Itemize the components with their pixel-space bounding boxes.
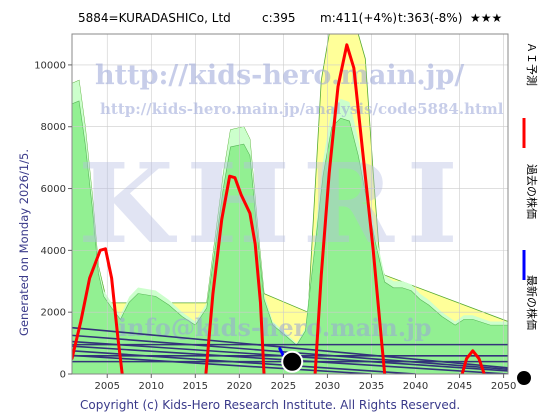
generated-date-label: Generated on Monday 2026/1/5. — [17, 149, 31, 336]
ai-forecast-line — [72, 247, 124, 374]
latest-price-point — [281, 350, 304, 373]
ai-forecast-line — [313, 43, 387, 374]
trend-line — [72, 354, 372, 374]
plot-border — [71, 33, 509, 375]
legend-item: ＡＩ予測 — [522, 42, 539, 148]
green-band — [72, 100, 508, 374]
band-layer — [72, 34, 508, 374]
legend-label: 過去の株価 — [525, 164, 539, 219]
x-tick-label: 2020 — [227, 381, 252, 392]
x-tick-label: 2010 — [139, 381, 164, 392]
grid-layer — [72, 34, 508, 374]
y-tick-label: 6000 — [41, 184, 66, 195]
legend-label: 最新の株価 — [525, 275, 539, 330]
x-tick-label: 2045 — [447, 381, 472, 392]
y-tick-label: 4000 — [41, 246, 66, 257]
x-tick-label: 2040 — [403, 381, 428, 392]
legend-item: 最新の株価 — [517, 275, 539, 385]
watermark-url-page: http://kids-hero.main.jp/analysis/code58… — [100, 100, 504, 118]
chart-title: 5884=KURADASHICo, Ltd — [78, 11, 231, 25]
copyright-footer: Copyright (c) Kids-Hero Research Institu… — [80, 398, 460, 412]
x-tick-label: 2015 — [183, 381, 208, 392]
x-tick-label: 2030 — [315, 381, 340, 392]
mid-price-label: m:411(+4%) — [320, 11, 397, 25]
y-tick-label: 10000 — [34, 60, 66, 71]
x-tick-label: 2050 — [491, 381, 516, 392]
y-tick-label: 8000 — [41, 122, 66, 133]
legend-item: 過去の株価 — [522, 164, 539, 280]
watermark-layer: http://kids-hero.main.jp/ http://kids-he… — [78, 60, 504, 342]
ai-forecast-line — [204, 174, 266, 374]
x-tick-label: 2035 — [359, 381, 384, 392]
legend-swatch — [517, 371, 531, 385]
rating-stars: ★★★ — [470, 11, 502, 25]
y-tick-label: 2000 — [41, 308, 66, 319]
legend-label: ＡＩ予測 — [525, 42, 539, 86]
ai-forecast-line — [460, 349, 486, 374]
x-tick-label: 2025 — [271, 381, 296, 392]
series-layer — [72, 43, 486, 374]
target-price-label: t:363(-8%) — [398, 11, 462, 25]
current-price-label: c:395 — [262, 11, 296, 25]
watermark-url: http://kids-hero.main.jp/ — [95, 60, 464, 91]
axes-layer: 2005 2010 2015 2020 2025 2030 2035 2040 2045 2050… — [34, 60, 516, 392]
watermark-email: info@kids-hero.main.jp — [118, 313, 432, 342]
y-tick-label: 0 — [60, 370, 66, 381]
x-tick-label: 2005 — [95, 381, 120, 392]
